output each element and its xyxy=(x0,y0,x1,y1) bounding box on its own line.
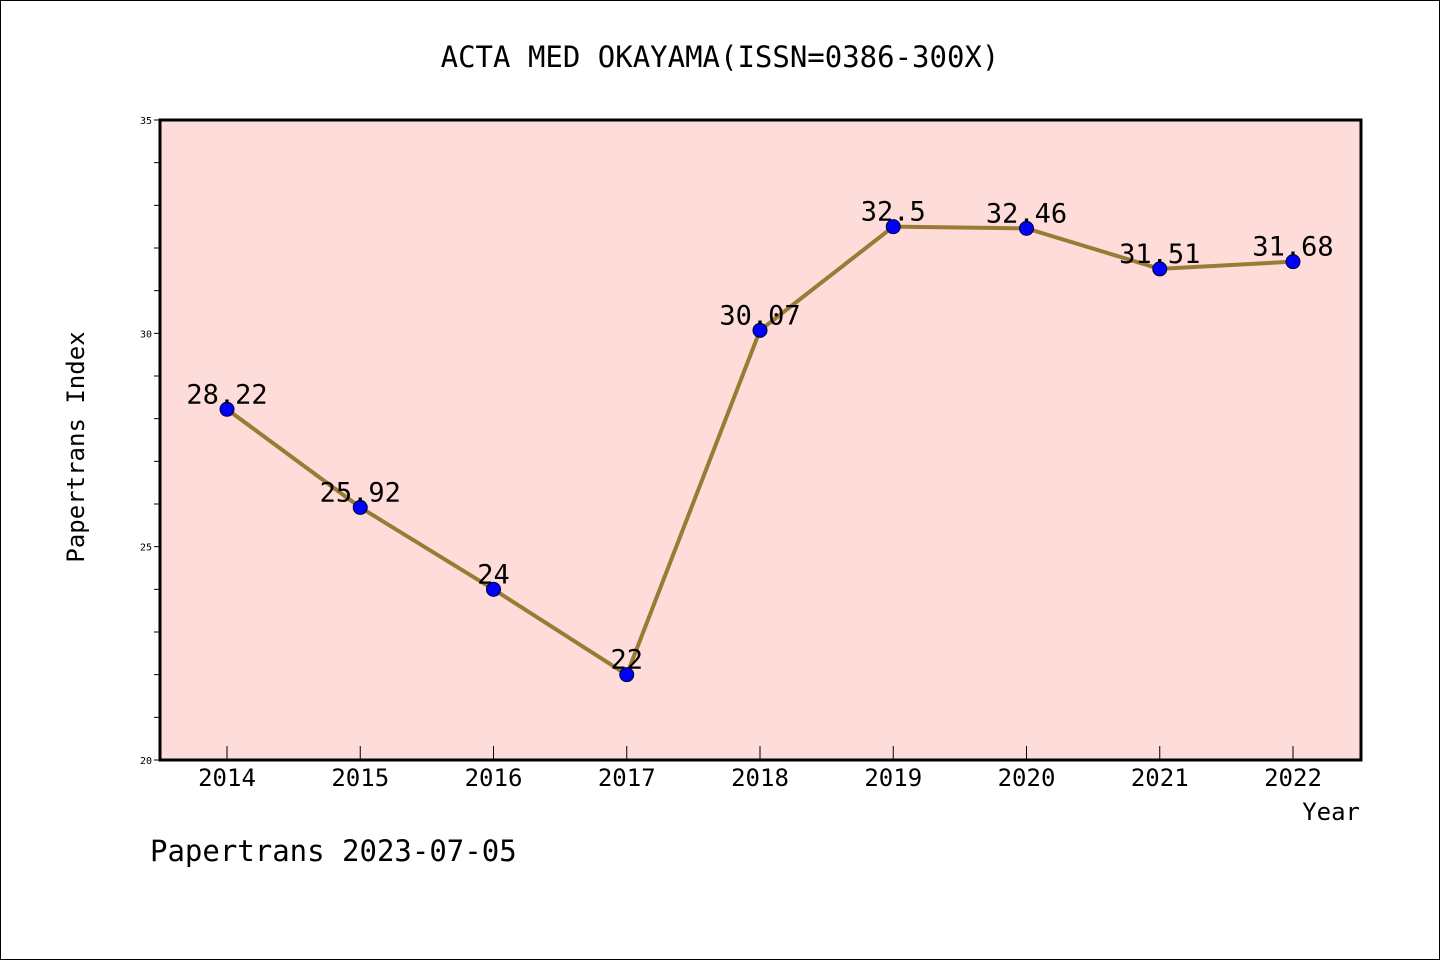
y-tick-label: 20 xyxy=(140,756,152,767)
data-label: 31.68 xyxy=(1252,232,1333,263)
data-label: 31.51 xyxy=(1119,239,1200,270)
x-tick-label: 2017 xyxy=(598,764,656,792)
data-labels: 28.22 25.92 24 22 30.07 32.5 32.46 31.51 31.68 xyxy=(186,197,1333,676)
x-tick-label: 2016 xyxy=(465,764,523,792)
data-point xyxy=(1019,220,1034,236)
x-tick-label: 2021 xyxy=(1131,764,1189,792)
x-tick-label: 2022 xyxy=(1264,764,1322,792)
chart-title: ACTA MED OKAYAMA(ISSN=0386-300X) xyxy=(441,40,1000,74)
data-point xyxy=(1152,261,1168,277)
x-tick-label: 2019 xyxy=(864,764,922,792)
data-point xyxy=(352,499,368,515)
data-label: 32.46 xyxy=(986,198,1067,229)
data-point xyxy=(619,667,635,683)
data-label: 25.92 xyxy=(320,477,401,508)
data-label: 28.22 xyxy=(186,379,267,410)
y-axis-label: Papertrans Index xyxy=(62,331,90,562)
data-label: 22 xyxy=(610,645,643,676)
data-point xyxy=(752,322,768,338)
x-tick-label: 2018 xyxy=(731,764,789,792)
plot-area xyxy=(158,118,1363,762)
y-tick-label: 30 xyxy=(140,329,152,340)
data-point xyxy=(219,401,235,417)
data-point xyxy=(1285,254,1301,270)
x-tick-label: 2014 xyxy=(198,764,256,792)
y-minor-ticks xyxy=(154,119,160,761)
data-label: 24 xyxy=(477,559,510,590)
y-tick-label: 35 xyxy=(140,116,152,127)
footer-date-note: Papertrans 2023-07-05 xyxy=(150,834,517,868)
data-point-markers xyxy=(219,219,1301,683)
x-tick-labels: 2014 2015 2016 2017 2018 2019 2020 2021 2022 xyxy=(198,764,1322,792)
x-ticks xyxy=(226,746,1294,760)
x-tick-label: 2020 xyxy=(998,764,1056,792)
y-tick-labels: 20 25 30 35 xyxy=(140,116,152,767)
data-point xyxy=(486,581,501,597)
data-point xyxy=(885,219,901,235)
data-label: 32.5 xyxy=(861,197,926,228)
x-tick-label: 2015 xyxy=(331,764,389,792)
y-tick-label: 25 xyxy=(140,543,152,554)
data-label: 30.07 xyxy=(719,300,800,331)
x-axis-label: Year xyxy=(1302,798,1360,826)
